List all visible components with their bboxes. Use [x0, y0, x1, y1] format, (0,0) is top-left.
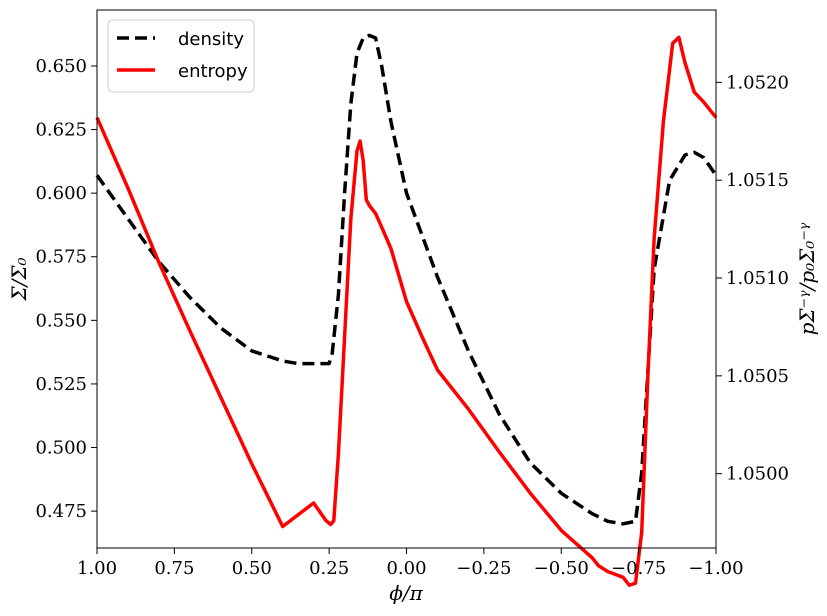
- y-axis-left-label: Σ/Σ₀: [7, 257, 31, 301]
- legend: density entropy: [107, 19, 255, 93]
- y-axis-left: 0.475 0.500 0.525 0.550 0.575 0.600 0.625 0.650: [35, 56, 97, 522]
- legend-entropy-label: entropy: [178, 61, 248, 82]
- y-axis-right: 1.0500 1.0505 1.0510 1.0515 1.0520: [716, 72, 789, 485]
- x-tick-label: 1.00: [77, 558, 117, 579]
- x-tick-label: −0.50: [534, 558, 589, 579]
- plot-lines: [95, 33, 718, 587]
- y-right-tick-label: 1.0500: [726, 464, 789, 485]
- y-left-tick-label: 0.600: [35, 183, 87, 204]
- x-tick-label: 0.00: [386, 558, 426, 579]
- series-entropy-line: [95, 35, 718, 587]
- y-right-tick-label: 1.0515: [726, 170, 789, 191]
- x-tick-label: −0.75: [611, 558, 666, 579]
- y-left-tick-label: 0.575: [35, 247, 87, 268]
- y-left-tick-label: 0.650: [35, 56, 87, 77]
- x-tick-label: 0.25: [309, 558, 349, 579]
- y-right-tick-label: 1.0505: [726, 366, 789, 387]
- x-tick-label: 0.50: [232, 558, 272, 579]
- y-axis-right-label: pΣ⁻ᵞ/p₀Σ₀⁻ᵞ: [795, 222, 819, 335]
- x-axis: 1.00 0.75 0.50 0.25 0.00 −0.25 −0.50 −0.75 −1.00: [77, 548, 744, 579]
- x-tick-label: −1.00: [688, 558, 743, 579]
- x-tick-label: −0.25: [456, 558, 511, 579]
- y-left-tick-label: 0.625: [35, 120, 87, 141]
- x-tick-label: 0.75: [154, 558, 194, 579]
- x-axis-label: ϕ/π: [389, 581, 423, 605]
- y-right-tick-label: 1.0520: [726, 72, 789, 93]
- y-left-tick-label: 0.500: [35, 438, 87, 459]
- y-left-tick-label: 0.475: [35, 501, 87, 522]
- y-left-tick-label: 0.550: [35, 310, 87, 331]
- legend-density-label: density: [178, 29, 244, 50]
- y-right-tick-label: 1.0510: [726, 268, 789, 289]
- y-left-tick-label: 0.525: [35, 374, 87, 395]
